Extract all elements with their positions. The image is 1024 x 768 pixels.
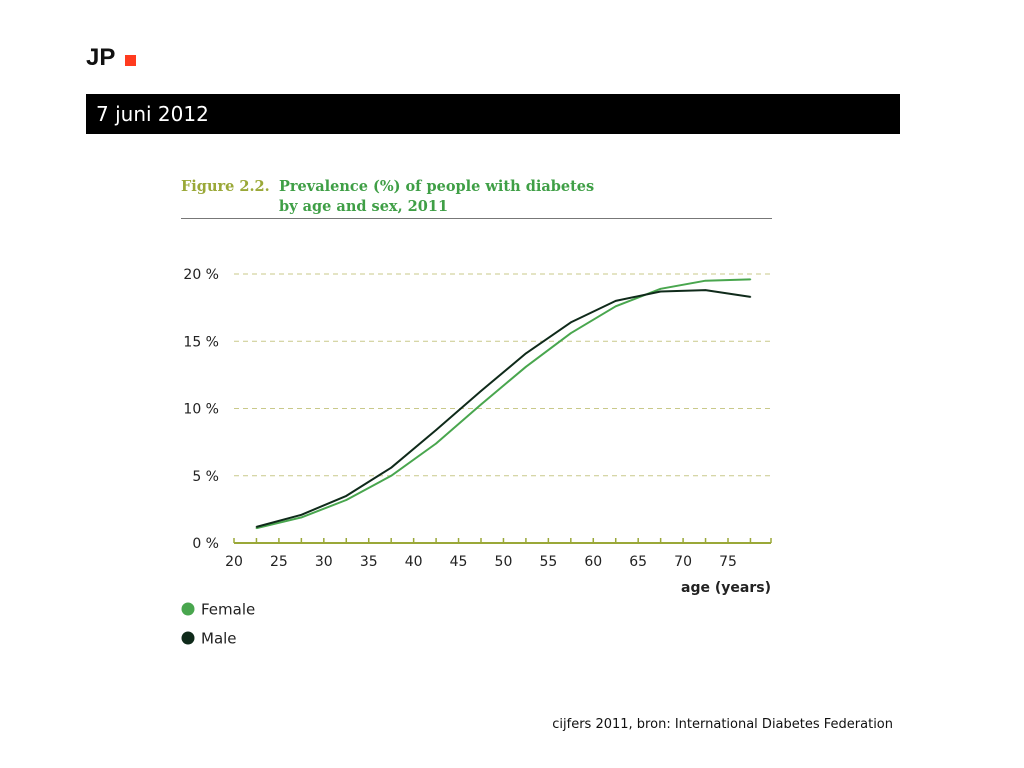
data-point-female	[390, 474, 392, 477]
data-point-female	[435, 442, 437, 445]
x-tick-label: 35	[360, 554, 378, 570]
chart-title-line-2: by age and sex, 2011	[279, 198, 448, 215]
y-tick-label: 0 %	[192, 536, 219, 552]
data-point-male	[704, 289, 707, 291]
legend-marker-female	[181, 602, 195, 616]
date-bar: 7 juni 2012	[86, 94, 900, 134]
legend-label-female: Female	[201, 601, 255, 619]
data-point-female	[300, 516, 303, 519]
series-line-female	[256, 278, 751, 530]
date-text: 7 juni 2012	[96, 102, 209, 126]
logo: JP	[86, 44, 137, 72]
x-tick-label: 70	[674, 554, 692, 570]
data-point-male	[480, 390, 482, 392]
data-point-male	[570, 321, 572, 324]
y-tick-label: 10 %	[183, 402, 219, 418]
source-note: cijfers 2011, bron: International Diabet…	[552, 717, 893, 732]
data-point-female	[704, 279, 707, 282]
x-tick-label: 45	[450, 554, 468, 570]
y-tick-label: 15 %	[183, 334, 219, 350]
data-point-female	[749, 278, 752, 281]
y-tick-label: 5 %	[192, 469, 219, 485]
data-point-male	[659, 290, 662, 293]
x-tick-label: 25	[270, 554, 288, 570]
data-point-male	[749, 296, 752, 298]
x-tick-label: 60	[584, 554, 602, 570]
x-tick-label: 20	[225, 554, 243, 570]
x-tick-label: 65	[629, 554, 647, 570]
x-tick-label: 75	[719, 554, 737, 570]
logo-text: JP	[86, 44, 116, 71]
data-point-male	[255, 526, 258, 528]
x-axis-label: age (years)	[681, 580, 771, 596]
data-point-male	[435, 429, 437, 431]
legend-label-male: Male	[201, 630, 237, 648]
y-tick-label: 20 %	[183, 267, 219, 283]
x-tick-label: 50	[495, 554, 513, 570]
x-tick-label: 30	[315, 554, 333, 570]
x-tick-label: 55	[539, 554, 557, 570]
data-point-male	[300, 513, 303, 516]
data-point-female	[570, 332, 572, 334]
data-point-female	[345, 499, 348, 501]
data-point-male	[390, 466, 392, 469]
data-point-female	[525, 366, 527, 368]
legend-marker-male	[181, 631, 195, 645]
figure-label: Figure 2.2.	[181, 178, 270, 195]
data-point-female	[614, 305, 617, 308]
data-point-male	[614, 300, 617, 302]
data-point-female	[480, 403, 482, 406]
data-point-male	[345, 495, 348, 497]
series-line-male	[256, 289, 751, 528]
logo-square-icon	[125, 54, 137, 66]
data-point-female	[659, 287, 662, 290]
data-point-male	[525, 352, 527, 355]
x-tick-label: 40	[405, 554, 423, 570]
chart-title-line-1: Prevalence (%) of people with diabetes	[279, 178, 594, 195]
